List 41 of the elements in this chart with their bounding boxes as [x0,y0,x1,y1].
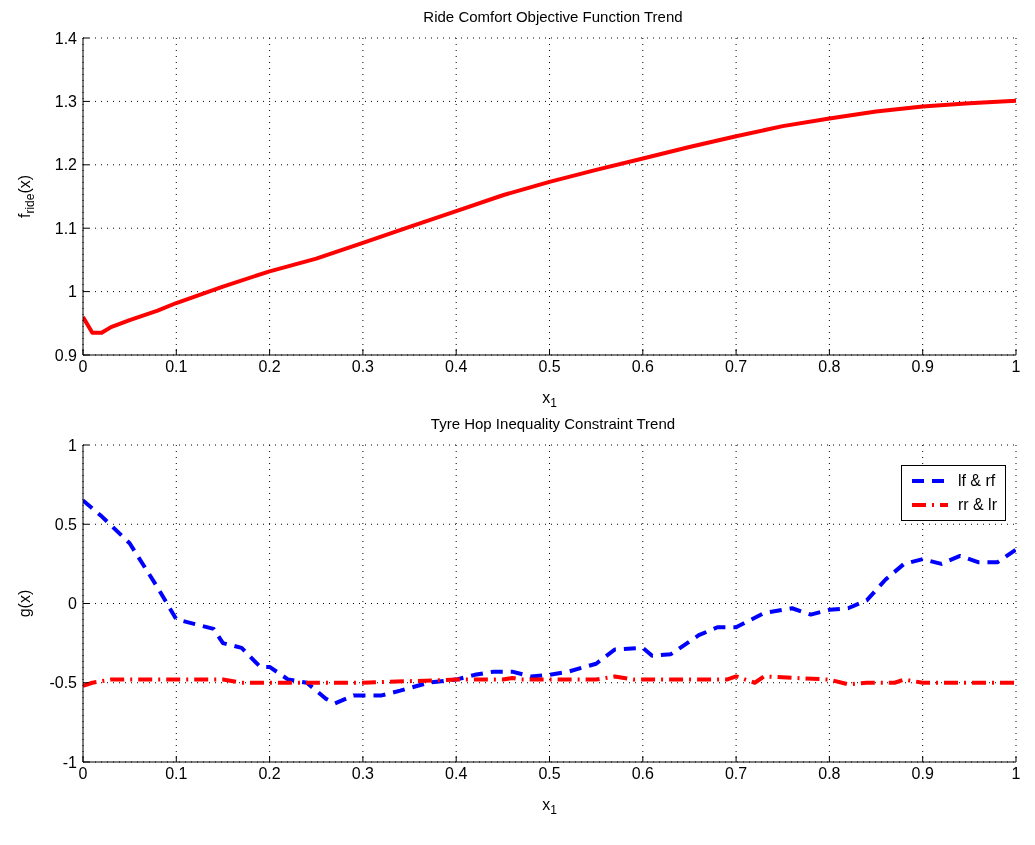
x-tick-label: 0.8 [818,358,841,376]
line-series [83,498,1016,706]
legend-label: rr & lr [957,496,997,514]
x-tick-label: 0.9 [911,358,934,376]
x-tick-label: 0.9 [911,765,934,783]
x-tick-label: 0.7 [724,358,748,376]
x-tick-label: 0.1 [165,358,188,376]
y-axis-title: g(x) [16,589,33,618]
x-tick-label: 0.3 [351,765,375,783]
x-tick-label: 0.3 [351,358,375,376]
y-tick-label: 1.3 [54,93,78,111]
x-tick-label: 0.6 [631,765,655,783]
line-series [83,674,1016,688]
y-tick-label: 0.5 [54,515,78,533]
chart-title: Ride Comfort Objective Function Trend [422,8,684,27]
x-axis-title: x$_{1}$ [542,796,558,817]
x-tick-label: 0.5 [538,765,561,783]
y-tick-label: 0 [68,595,78,613]
x-tick-label: 1 [1011,358,1021,376]
x-tick-label: 1 [1011,765,1021,783]
legend-label: lf & rf [957,472,996,490]
x-tick-label: 0.2 [258,358,281,376]
y-tick-label: 1.4 [54,29,78,47]
y-tick-label: -1 [62,753,78,771]
x-axis-title: x$_{1}$ [542,389,558,410]
chart-title: Tyre Hop Inequality Constraint Trend [429,415,677,434]
x-tick-label: 0.7 [724,765,748,783]
line-series [83,98,1016,335]
x-tick-label: 0.4 [445,358,468,376]
x-tick-label: 0.6 [631,358,655,376]
x-tick-label: 0.4 [445,765,468,783]
x-tick-label: 0.1 [165,765,188,783]
y-tick-label: 1.2 [54,156,78,174]
y-tick-label: -0.5 [49,674,78,692]
y-tick-label: 1.1 [54,219,78,237]
x-tick-label: 0.2 [258,765,281,783]
y-tick-label: 1 [68,283,78,301]
x-tick-label: 0.8 [818,765,841,783]
y-tick-label: 1 [68,436,78,454]
y-tick-label: 0.9 [54,346,78,364]
x-tick-label: 0.5 [538,358,561,376]
